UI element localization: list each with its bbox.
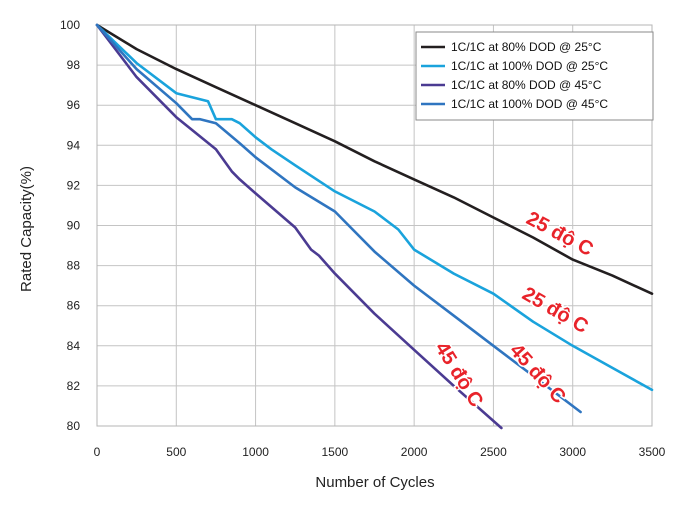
x-tick-label: 2000 — [401, 445, 428, 459]
legend-box — [415, 31, 654, 121]
y-tick-label: 80 — [67, 419, 81, 433]
series-line-3 — [95, 23, 503, 430]
legend-label: 1C/1C at 100% DOD @ 45°C — [451, 97, 608, 111]
x-tick-label: 2500 — [480, 445, 507, 459]
legend-label: 1C/1C at 100% DOD @ 25°C — [451, 59, 608, 73]
y-axis-title: Rated Capacity(%) — [18, 166, 35, 292]
series-line-1 — [95, 23, 654, 296]
series-lines — [95, 23, 654, 430]
annotation-label: 45 độ C — [505, 340, 570, 408]
y-tick-label: 98 — [67, 58, 81, 72]
y-tick-label: 96 — [67, 98, 81, 112]
x-tick-label: 3000 — [559, 445, 586, 459]
annotation-label: 25 độ C — [518, 283, 592, 338]
y-tick-label: 100 — [60, 18, 80, 32]
plot-frame — [96, 24, 653, 427]
y-axis-ticks: 80 82 84 86 88 90 92 94 96 98 100 — [60, 18, 80, 433]
x-tick-label: 1500 — [322, 445, 349, 459]
legend-label: 1C/1C at 80% DOD @ 45°C — [451, 78, 602, 92]
y-tick-label: 94 — [67, 138, 81, 152]
y-tick-label: 82 — [67, 379, 81, 393]
x-axis-title: Number of Cycles — [315, 474, 434, 491]
series-line-2 — [95, 23, 654, 392]
legend-label: 1C/1C at 80% DOD @ 25°C — [451, 40, 602, 54]
legend: 1C/1C at 80% DOD @ 25°C 1C/1C at 100% DOD… — [415, 31, 654, 121]
x-tick-label: 1000 — [242, 445, 269, 459]
x-axis-ticks: 0 500 1000 1500 2000 2500 3000 3500 — [94, 445, 666, 459]
y-tick-label: 90 — [67, 219, 81, 233]
x-tick-label: 0 — [94, 445, 101, 459]
x-tick-label: 500 — [166, 445, 186, 459]
y-tick-label: 86 — [67, 299, 81, 313]
y-tick-label: 92 — [67, 178, 81, 192]
series-line-4 — [95, 23, 582, 414]
x-tick-label: 3500 — [639, 445, 666, 459]
y-tick-label: 84 — [67, 339, 81, 353]
y-tick-label: 88 — [67, 259, 81, 273]
annotation-label: 45 độ C — [430, 338, 487, 411]
